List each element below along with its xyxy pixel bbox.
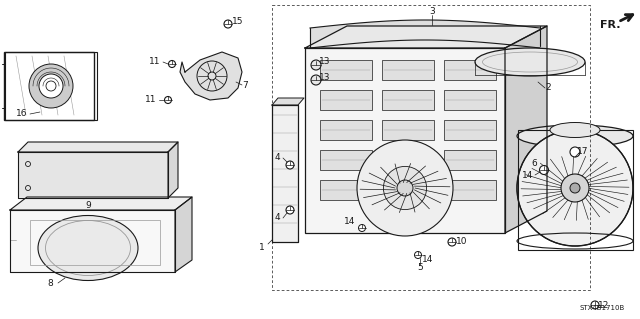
Polygon shape [18,152,168,198]
Circle shape [311,60,321,70]
Text: 15: 15 [232,18,244,26]
Circle shape [570,147,580,157]
Text: 10: 10 [456,238,468,247]
Text: 14: 14 [344,218,355,226]
Bar [4,52,94,120]
Polygon shape [505,26,547,233]
Text: FR.: FR. [600,20,620,30]
Text: 9: 9 [85,201,91,210]
Bar [382,150,434,170]
Polygon shape [10,197,192,210]
Bar [320,120,372,140]
Text: 17: 17 [577,147,589,157]
Circle shape [224,20,232,28]
Text: 11: 11 [148,57,160,66]
Circle shape [357,140,453,236]
Bar [382,120,434,140]
Circle shape [164,97,172,103]
Circle shape [415,251,422,258]
Text: 3: 3 [429,8,435,17]
Circle shape [383,167,427,210]
Text: 16: 16 [16,109,28,118]
Ellipse shape [38,216,138,280]
Ellipse shape [517,125,633,147]
Text: 13: 13 [319,72,331,81]
Polygon shape [272,105,298,242]
Circle shape [286,161,294,169]
Ellipse shape [475,48,585,76]
Bar [5,52,97,120]
Bar [30,220,160,265]
Circle shape [311,75,321,85]
Text: 13: 13 [319,57,331,66]
Circle shape [591,301,599,309]
Polygon shape [10,210,175,272]
Text: 12: 12 [598,300,610,309]
Circle shape [29,64,73,108]
Bar [320,60,372,80]
Circle shape [517,130,633,246]
Bar [382,180,434,200]
Bar [444,90,496,110]
Circle shape [358,225,365,232]
Circle shape [540,166,548,174]
Circle shape [168,61,175,68]
Bar [518,130,633,250]
Polygon shape [272,98,304,105]
Text: 4: 4 [275,153,280,162]
Text: 5: 5 [417,263,423,272]
Bar [382,60,434,80]
Circle shape [397,180,413,196]
Text: 8: 8 [47,278,53,287]
Bar [444,150,496,170]
Text: STX4B1710B: STX4B1710B [580,305,625,311]
Polygon shape [305,26,547,48]
Bar [320,150,372,170]
Bar [382,90,434,110]
Text: 1: 1 [259,243,265,253]
Polygon shape [18,142,178,152]
Ellipse shape [550,122,600,137]
Circle shape [570,183,580,193]
Bar [444,120,496,140]
Bar [444,180,496,200]
Polygon shape [175,197,192,272]
Polygon shape [180,52,242,100]
Polygon shape [168,142,178,198]
Bar [320,180,372,200]
Text: 7: 7 [242,80,248,90]
Circle shape [286,206,294,214]
Text: 14: 14 [422,256,434,264]
Text: 4: 4 [275,213,280,222]
Text: 11: 11 [145,95,156,105]
Bar [320,90,372,110]
Text: 2: 2 [545,84,551,93]
Text: 14: 14 [522,170,533,180]
Bar [305,48,505,233]
Circle shape [39,74,63,98]
Bar [444,60,496,80]
Text: 6: 6 [531,159,537,167]
Circle shape [448,238,456,246]
Circle shape [561,174,589,202]
